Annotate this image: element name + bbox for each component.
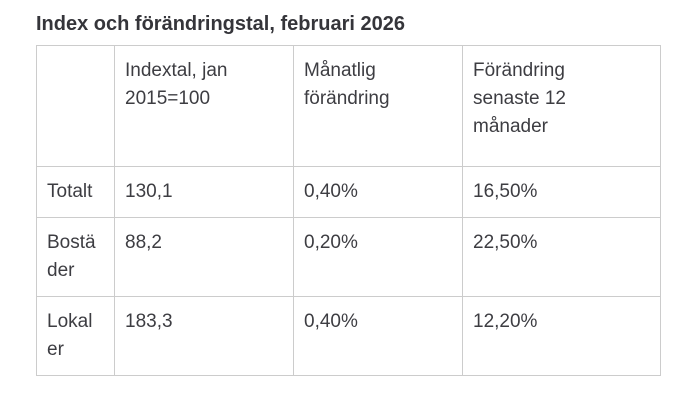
header-row: Indextal, jan 2015=100 Månatlig förändri… <box>36 45 661 167</box>
index-table: Indextal, jan 2015=100 Månatlig förändri… <box>36 45 661 376</box>
cell-totalt-manatlig: 0,40% <box>293 166 463 218</box>
row-label-totalt: Totalt <box>36 166 115 218</box>
header-cell-empty <box>36 45 115 167</box>
cell-lokaler-12man: 12,20% <box>462 296 661 376</box>
header-cell-manatlig-forandring: Månatlig förändring <box>293 45 463 167</box>
cell-totalt-12man: 16,50% <box>462 166 661 218</box>
table-title: Index och förändringstal, februari 2026 <box>36 13 405 35</box>
cell-lokaler-manatlig: 0,40% <box>293 296 463 376</box>
header-cell-indextal: Indextal, jan 2015=100 <box>114 45 294 167</box>
header-cell-forandring-12-manader: Förändring senaste 12 månader <box>462 45 661 167</box>
table-row-bostader: Bostä der 88,2 0,20% 22,50% <box>36 217 661 297</box>
row-label-bostader: Bostä der <box>36 217 115 297</box>
row-label-lokaler: Lokal er <box>36 296 115 376</box>
cell-lokaler-indextal: 183,3 <box>114 296 294 376</box>
table-row-lokaler: Lokal er 183,3 0,40% 12,20% <box>36 296 661 376</box>
cell-totalt-indextal: 130,1 <box>114 166 294 218</box>
cell-bostader-12man: 22,50% <box>462 217 661 297</box>
cell-bostader-manatlig: 0,20% <box>293 217 463 297</box>
table-row-totalt: Totalt 130,1 0,40% 16,50% <box>36 166 661 218</box>
cell-bostader-indextal: 88,2 <box>114 217 294 297</box>
